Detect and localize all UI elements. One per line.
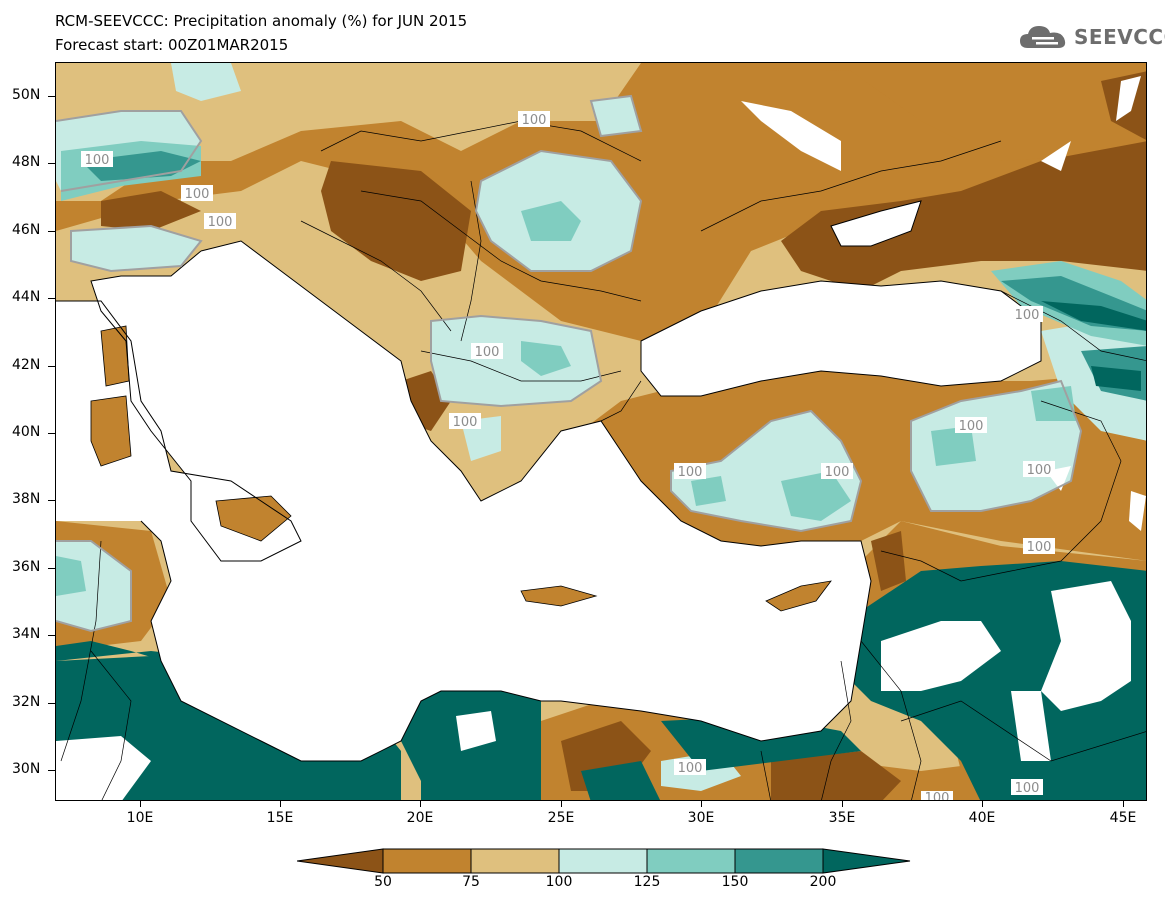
lat-label: 34N	[12, 626, 41, 642]
lat-tick	[48, 433, 55, 434]
lon-label: 15E	[266, 810, 294, 826]
colorbar-label: 50	[374, 874, 392, 890]
lat-label: 42N	[12, 357, 41, 373]
contour-label: 100	[1027, 540, 1052, 555]
lat-label: 38N	[12, 491, 41, 507]
lat-label: 48N	[12, 154, 41, 170]
forecast-start-label: Forecast start: 00Z01MAR2015	[55, 36, 289, 54]
lon-tick	[982, 801, 983, 807]
map-canvas: 100 100 100 100 100 100 100 100 100 100 …	[56, 63, 1146, 801]
lon-tick	[842, 801, 843, 807]
lat-label: 36N	[12, 559, 41, 575]
lat-label: 32N	[12, 694, 41, 710]
colorbar-label: 100	[545, 874, 573, 890]
lat-tick	[48, 703, 55, 704]
contour-label: 100	[475, 345, 500, 360]
lat-label: 46N	[12, 222, 41, 238]
contour-label: 100	[1027, 463, 1052, 478]
lon-tick	[1123, 801, 1124, 807]
lon-label: 45E	[1109, 810, 1137, 826]
colorbar-segment	[822, 848, 911, 874]
precipitation-anomaly-map: 100 100 100 100 100 100 100 100 100 100 …	[55, 62, 1147, 801]
lon-label: 40E	[968, 810, 996, 826]
contour-label: 100	[959, 419, 984, 434]
lon-tick	[420, 801, 421, 807]
lon-tick	[280, 801, 281, 807]
lat-label: 44N	[12, 289, 41, 305]
logo-text: SEEVCCC	[1074, 25, 1165, 49]
lon-tick	[701, 801, 702, 807]
lat-tick	[48, 298, 55, 299]
lon-label: 10E	[126, 810, 154, 826]
colorbar-label: 125	[633, 874, 661, 890]
contour-label: 100	[208, 215, 233, 230]
lon-label: 25E	[547, 810, 575, 826]
contour-label: 100	[925, 791, 950, 801]
lat-tick	[48, 500, 55, 501]
lat-tick	[48, 770, 55, 771]
lat-tick	[48, 568, 55, 569]
colorbar-segment	[558, 848, 648, 874]
colorbar	[297, 848, 911, 874]
lon-label: 35E	[828, 810, 856, 826]
contour-label: 100	[678, 761, 703, 776]
contour-label: 100	[678, 465, 703, 480]
colorbar-segment	[470, 848, 560, 874]
cloud-icon	[1020, 26, 1066, 48]
lat-label: 30N	[12, 761, 41, 777]
colorbar-label: 150	[721, 874, 749, 890]
lat-tick	[48, 96, 55, 97]
colorbar-segment	[734, 848, 824, 874]
lon-tick	[140, 801, 141, 807]
colorbar-segment	[297, 848, 384, 874]
colorbar-label: 200	[809, 874, 837, 890]
contour-label: 100	[1015, 781, 1040, 796]
colorbar-segment	[382, 848, 472, 874]
contour-label: 100	[185, 187, 210, 202]
contour-label: 100	[522, 113, 547, 128]
map-title: RCM-SEEVCCC: Precipitation anomaly (%) f…	[55, 12, 468, 30]
colorbar-segment	[646, 848, 736, 874]
lat-tick	[48, 163, 55, 164]
lon-label: 20E	[406, 810, 434, 826]
lat-tick	[48, 635, 55, 636]
contour-label: 100	[825, 465, 850, 480]
contour-label: 100	[453, 415, 478, 430]
colorbar-label: 75	[462, 874, 480, 890]
lat-label: 50N	[12, 87, 41, 103]
contour-label: 100	[1015, 308, 1040, 323]
lat-tick	[48, 366, 55, 367]
contour-label: 100	[85, 153, 110, 168]
lat-label: 40N	[12, 424, 41, 440]
lat-tick	[48, 231, 55, 232]
seevccc-logo: SEEVCCC	[1018, 22, 1165, 52]
lon-label: 30E	[687, 810, 715, 826]
lon-tick	[561, 801, 562, 807]
